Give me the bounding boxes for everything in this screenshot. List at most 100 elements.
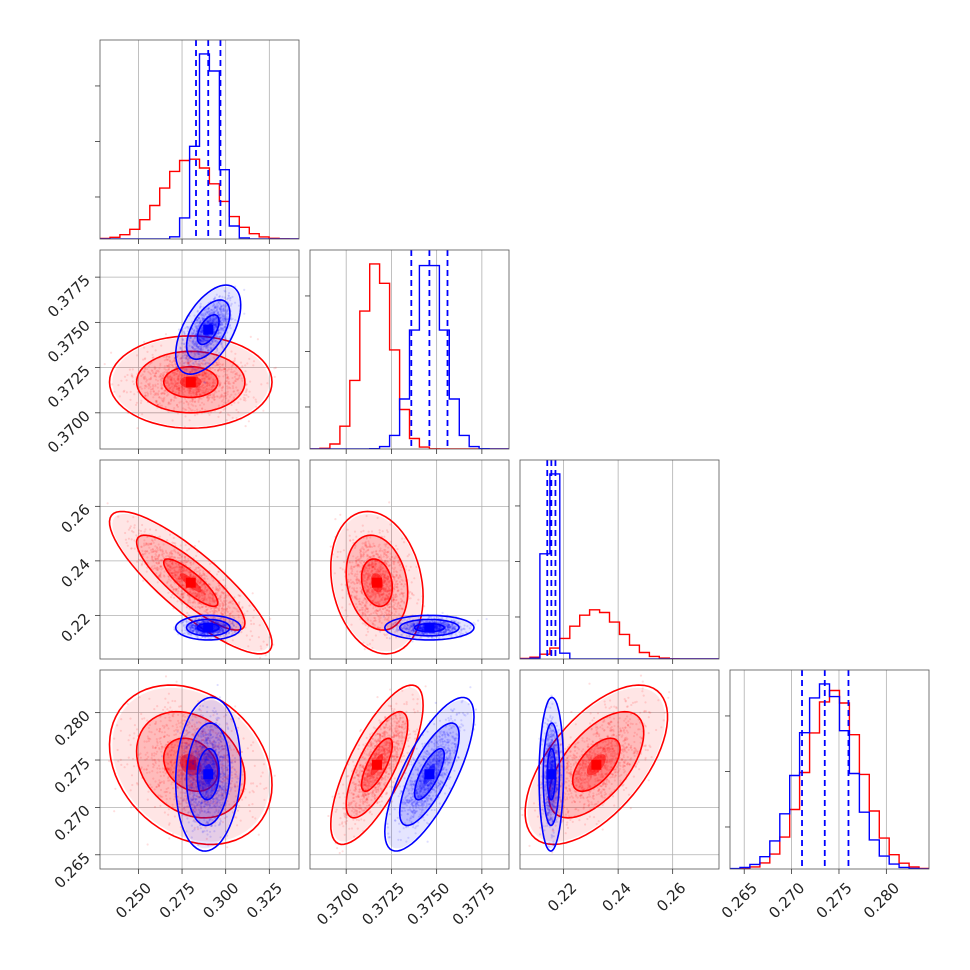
scatter-point (222, 408, 225, 411)
scatter-point (204, 382, 207, 385)
scatter-point (219, 625, 222, 628)
scatter-point (196, 363, 199, 366)
scatter-point (154, 400, 157, 403)
scatter-point (217, 404, 220, 407)
scatter-point (198, 317, 201, 320)
scatter-point (394, 593, 397, 596)
scatter-point (210, 347, 213, 350)
scatter-point (231, 622, 234, 625)
scatter-point (142, 358, 145, 361)
scatter-point (193, 600, 196, 603)
scatter-point (379, 572, 382, 575)
scatter-point (169, 559, 172, 563)
scatter-point (187, 403, 190, 406)
scatter-point (195, 631, 198, 634)
scatter-point (193, 627, 197, 630)
scatter-point (225, 397, 228, 400)
scatter-point (200, 621, 203, 625)
scatter-point (207, 322, 210, 325)
scatter-point (238, 594, 241, 598)
scatter-point (228, 601, 231, 604)
scatter-point (224, 603, 228, 606)
scatter-point (194, 353, 197, 357)
scatter-point (154, 372, 157, 375)
scatter-point (189, 591, 192, 594)
scatter-point (220, 312, 223, 315)
scatter-point (182, 407, 185, 410)
scatter-point (188, 571, 191, 574)
scatter-point (188, 571, 192, 574)
scatter-point (219, 305, 223, 308)
scatter-point (217, 363, 220, 366)
scatter-point (202, 591, 205, 594)
scatter-point (223, 625, 226, 628)
scatter-point (392, 601, 395, 604)
scatter-point (363, 648, 366, 651)
scatter-point (188, 632, 191, 636)
scatter-point (173, 550, 177, 553)
scatter-point (205, 352, 208, 355)
scatter-point (208, 310, 211, 313)
scatter-point (177, 569, 180, 572)
scatter-point (170, 377, 173, 381)
scatter-point (199, 338, 202, 341)
scatter-point (167, 401, 170, 404)
scatter-point (387, 619, 390, 622)
scatter-point (207, 335, 210, 338)
scatter-point (156, 382, 159, 386)
scatter-point (193, 594, 196, 597)
scatter-point (211, 385, 214, 388)
scatter-point (204, 586, 207, 589)
scatter-point (177, 384, 180, 387)
scatter-point (244, 364, 247, 367)
scatter-point (222, 347, 225, 350)
scatter-point (218, 383, 221, 386)
scatter-point (200, 591, 203, 594)
scatter-point (194, 627, 197, 631)
scatter-point (221, 624, 224, 627)
scatter-point (209, 610, 212, 614)
scatter-point (215, 361, 218, 364)
scatter-point (220, 627, 223, 630)
scatter-point (213, 631, 216, 634)
scatter-point (231, 627, 234, 631)
scatter-point (223, 627, 226, 630)
scatter-point (221, 627, 224, 630)
scatter-point (215, 586, 218, 589)
scatter-point (226, 390, 229, 393)
scatter-point (222, 625, 225, 628)
scatter-point (240, 377, 243, 380)
scatter-point (170, 385, 173, 388)
scatter-point (168, 555, 171, 558)
scatter-point (159, 374, 162, 377)
scatter-point (200, 621, 203, 624)
scatter-point (163, 392, 166, 396)
scatter-point (361, 524, 364, 527)
scatter-point (377, 591, 380, 595)
scatter-point (228, 620, 231, 623)
scatter-point (230, 629, 233, 633)
scatter-point (203, 633, 207, 636)
scatter-point (192, 591, 195, 595)
scatter-point (181, 385, 184, 388)
scatter-point (152, 371, 155, 374)
scatter-point (380, 610, 383, 613)
scatter-point (350, 565, 353, 568)
scatter-point (202, 374, 205, 377)
scatter-point (192, 626, 195, 629)
scatter-point (152, 390, 155, 393)
scatter-point (215, 306, 218, 309)
scatter-point (237, 411, 240, 414)
scatter-point (154, 378, 158, 381)
scatter-point (197, 630, 200, 634)
scatter-point (209, 311, 212, 314)
scatter-point (149, 390, 152, 393)
scatter-point (355, 559, 358, 562)
scatter-point (151, 370, 154, 373)
scatter-point (185, 620, 188, 623)
scatter-point (166, 376, 169, 379)
scatter-point (212, 328, 215, 331)
scatter-point (189, 574, 192, 577)
scatter-point (178, 381, 181, 384)
scatter-point (219, 625, 222, 628)
